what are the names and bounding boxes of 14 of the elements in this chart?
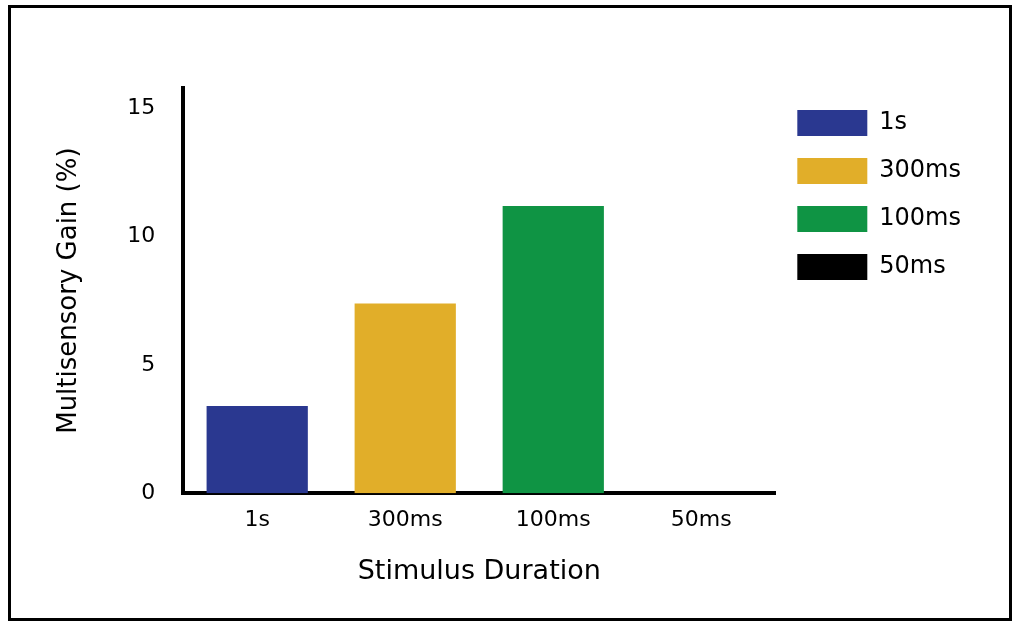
y-tick-label: 15 xyxy=(127,94,156,120)
y-tick-label: 0 xyxy=(141,478,156,504)
x-tick-label: 1s xyxy=(244,506,270,532)
x-axis-title: Stimulus Duration xyxy=(357,553,601,585)
legend-label: 1s xyxy=(879,107,908,136)
x-tick-label: 300ms xyxy=(367,506,443,532)
legend-label: 50ms xyxy=(879,251,946,280)
x-tick-label: 100ms xyxy=(515,506,591,532)
y-tick-label: 10 xyxy=(127,222,156,248)
y-tick-label: 5 xyxy=(141,350,156,376)
legend-label: 100ms xyxy=(879,203,962,232)
x-tick-label: 50ms xyxy=(670,506,732,532)
y-axis-title: Multisensory Gain (%) xyxy=(52,147,83,434)
legend-label: 300ms xyxy=(879,155,962,184)
